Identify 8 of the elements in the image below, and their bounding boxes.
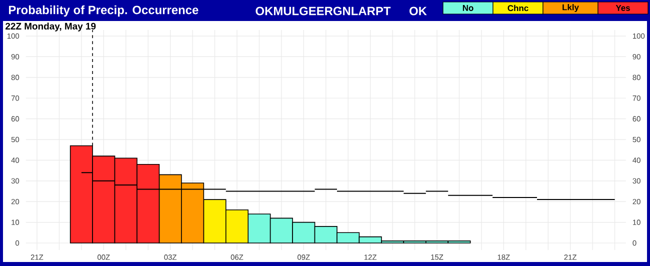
- chart-title: Probability of Precip. Occurrence: [8, 5, 198, 17]
- chart-subtitle: 22Z Monday, May 19: [6, 22, 96, 32]
- text: Lkly: [562, 4, 579, 12]
- text: OK: [410, 6, 427, 16]
- text: No: [462, 5, 474, 11]
- text: Yes: [616, 5, 630, 11]
- text: OKMULGEERGNLARPT: [256, 6, 391, 16]
- text: Chnc: [508, 4, 528, 12]
